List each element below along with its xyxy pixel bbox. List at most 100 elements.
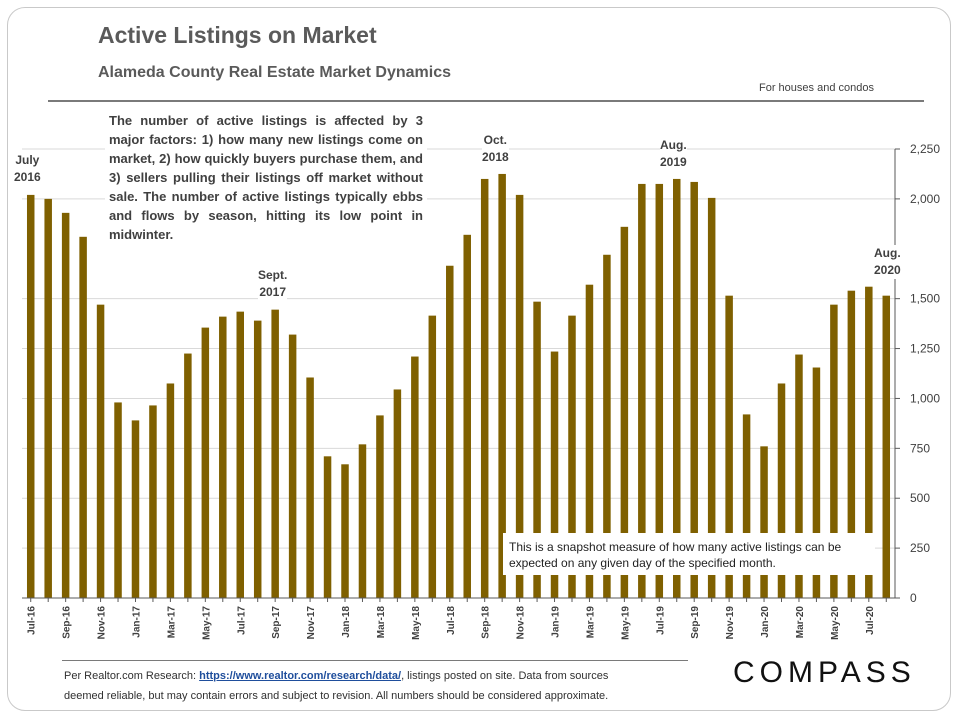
annotation-line: 2020 xyxy=(874,263,901,277)
x-tick-label: Nov-18 xyxy=(516,606,527,640)
bar-aug-20 xyxy=(882,295,891,598)
bar-apr-19 xyxy=(603,254,611,598)
bar-jan-17 xyxy=(131,420,140,598)
annotation-line: July xyxy=(15,153,40,167)
x-tick-label: Jan-17 xyxy=(131,606,142,638)
scope-note: For houses and condos xyxy=(759,82,874,94)
header-divider xyxy=(48,100,924,102)
bar-feb-17 xyxy=(149,405,157,598)
x-tick-label: Mar-19 xyxy=(585,606,596,639)
slide-frame xyxy=(7,7,951,711)
bar-sep-16 xyxy=(61,212,70,598)
bar-feb-18 xyxy=(358,444,367,598)
x-tick-label: May-17 xyxy=(201,606,212,640)
annotation-aug-2019: Aug. 2019 xyxy=(660,137,687,171)
bar-sep-19 xyxy=(690,181,698,598)
bar-dec-19 xyxy=(742,414,751,598)
bar-jul-19 xyxy=(655,183,664,598)
bar-apr-18 xyxy=(393,389,402,598)
bar-series xyxy=(26,173,891,599)
bar-nov-17 xyxy=(306,377,314,598)
bar-jul-20 xyxy=(865,286,873,598)
bar-aug-17 xyxy=(253,320,262,598)
x-tick-label: Jul-17 xyxy=(236,606,247,635)
x-tick-label: Nov-16 xyxy=(97,606,108,640)
bar-nov-18 xyxy=(515,194,524,599)
bar-jan-20 xyxy=(760,446,768,598)
y-tick-label: 2,250 xyxy=(910,142,940,156)
bar-feb-20 xyxy=(777,383,786,598)
annotation-aug-2020: Aug. 2020 xyxy=(874,245,901,279)
x-tick-label: Sep-19 xyxy=(690,606,701,639)
bar-dec-17 xyxy=(323,456,332,598)
x-tick-label: Jan-20 xyxy=(760,606,771,638)
x-tick-label: Nov-17 xyxy=(306,606,317,640)
bar-oct-19 xyxy=(707,197,716,598)
bar-sep-17 xyxy=(271,309,279,598)
x-tick-label: Mar-17 xyxy=(166,606,177,639)
x-tick-label: May-20 xyxy=(830,606,841,640)
annotation-line: 2017 xyxy=(259,285,287,299)
x-tick-label: Sep-16 xyxy=(62,606,73,639)
y-tick-label: 2,000 xyxy=(910,192,940,206)
x-tick-label: Jul-19 xyxy=(655,606,666,635)
annotation-line: 2019 xyxy=(660,155,687,169)
y-tick-label: 1,250 xyxy=(910,342,940,356)
y-tick-label: 750 xyxy=(910,441,930,455)
bar-jul-17 xyxy=(236,311,244,598)
bar-jun-18 xyxy=(428,315,437,598)
bar-jul-18 xyxy=(446,265,454,598)
y-tick-label: 500 xyxy=(910,491,930,505)
y-tick-label: 1,500 xyxy=(910,292,940,306)
annotation-line: Sept. xyxy=(258,268,288,282)
x-axis: Jul-16 Sep-16 Nov-16 Jan-17 Mar-17 May-17 Jul-… xyxy=(22,597,895,640)
source-link[interactable]: https://www.realtor.com/research/data/ xyxy=(199,670,402,682)
page-subtitle: Alameda County Real Estate Market Dynami… xyxy=(98,64,452,81)
footer-line2: deemed reliable, but may contain errors … xyxy=(64,690,609,702)
x-tick-label: Mar-20 xyxy=(795,606,806,639)
bar-jun-20 xyxy=(847,290,856,598)
footer-prefix: Per Realtor.com Research: xyxy=(64,670,200,682)
bar-feb-19 xyxy=(568,315,576,598)
footer-line1: , listings posted on site. Data from sou… xyxy=(401,670,609,682)
annotation-line: 2016 xyxy=(14,170,41,184)
bar-apr-20 xyxy=(812,367,821,598)
x-tick-label: Sep-18 xyxy=(481,606,492,639)
bar-oct-16 xyxy=(79,236,87,598)
x-tick-label: Jul-20 xyxy=(865,606,876,635)
annotation-jul-2016: July 2016 xyxy=(14,152,41,186)
page-title: Active Listings on Market xyxy=(98,22,377,48)
factors-callout: The number of active listings is affecte… xyxy=(105,111,427,244)
bar-nov-19 xyxy=(725,295,733,598)
x-tick-label: Jul-16 xyxy=(27,606,38,635)
annotation-line: Aug. xyxy=(874,246,901,260)
bar-jun-17 xyxy=(219,316,227,598)
x-tick-label: May-18 xyxy=(411,606,422,640)
y-tick-label: 1,000 xyxy=(910,391,940,405)
annotation-line: 2018 xyxy=(482,150,509,164)
x-tick-label: Jan-18 xyxy=(341,606,352,638)
x-tick-label: Jul-18 xyxy=(446,606,457,635)
footer-divider xyxy=(62,660,688,661)
x-tick-label: Nov-19 xyxy=(725,606,736,640)
bar-sep-18 xyxy=(480,178,489,598)
bar-oct-18 xyxy=(498,173,506,598)
bar-may-18 xyxy=(411,356,419,598)
x-tick-label: May-19 xyxy=(620,606,631,640)
bar-aug-19 xyxy=(673,178,681,598)
annotation-line: Oct. xyxy=(483,133,508,147)
bar-mar-19 xyxy=(585,284,594,598)
annotation-sep-2017: Sept. 2017 xyxy=(258,267,288,301)
bar-mar-17 xyxy=(166,383,175,598)
annotation-oct-2018: Oct. 2018 xyxy=(482,132,509,166)
bar-may-19 xyxy=(620,226,629,598)
compass-logo: COMPASS xyxy=(733,656,916,689)
bar-mar-20 xyxy=(795,354,803,598)
source-footer: Per Realtor.com Research: https://www.re… xyxy=(64,666,704,706)
bar-jan-18 xyxy=(341,464,349,598)
bar-jun-19 xyxy=(638,183,646,598)
x-tick-label: Mar-18 xyxy=(376,606,387,639)
bar-oct-17 xyxy=(288,334,297,598)
y-tick-label: 0 xyxy=(910,591,917,605)
x-tick-label: Sep-17 xyxy=(271,606,282,639)
